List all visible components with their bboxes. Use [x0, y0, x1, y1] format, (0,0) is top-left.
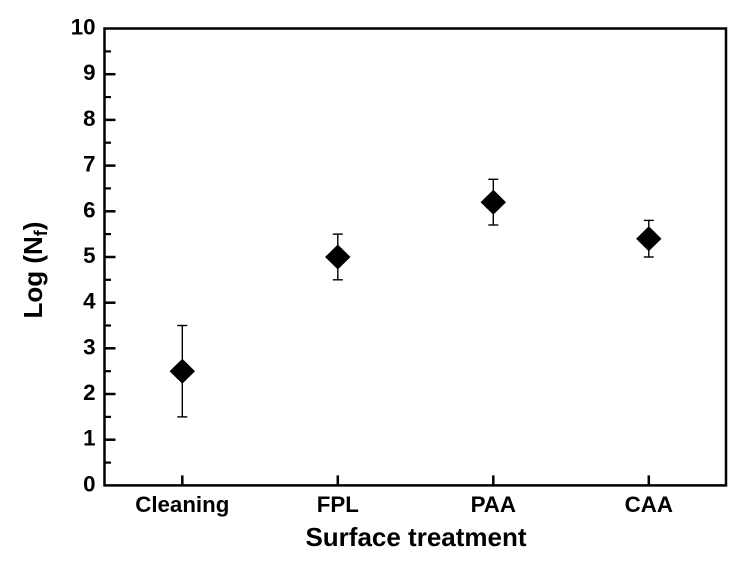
svg-text:CAA: CAA [625, 492, 673, 517]
svg-text:Log (Nf): Log (Nf) [18, 222, 51, 319]
svg-text:4: 4 [83, 289, 96, 314]
svg-text:9: 9 [83, 60, 95, 85]
svg-text:Surface treatment: Surface treatment [305, 522, 526, 552]
svg-text:7: 7 [83, 152, 95, 177]
svg-text:Cleaning: Cleaning [135, 492, 229, 517]
svg-text:8: 8 [83, 106, 95, 131]
svg-text:3: 3 [83, 334, 95, 359]
svg-text:FPL: FPL [317, 492, 359, 517]
svg-text:PAA: PAA [471, 492, 516, 517]
svg-text:6: 6 [83, 197, 95, 222]
svg-text:1: 1 [83, 426, 95, 451]
svg-text:2: 2 [83, 380, 95, 405]
svg-text:10: 10 [71, 15, 96, 40]
svg-text:0: 0 [83, 471, 95, 496]
svg-text:5: 5 [83, 243, 95, 268]
